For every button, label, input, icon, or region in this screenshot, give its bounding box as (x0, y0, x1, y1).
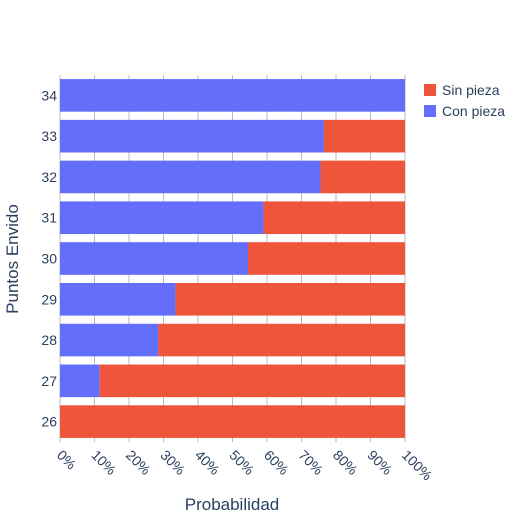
y-tick-label: 30 (41, 251, 57, 267)
x-tick-label: 90% (364, 447, 395, 478)
x-tick-label: 10% (88, 447, 119, 478)
y-tick-label: 32 (41, 169, 57, 185)
y-tick-labels: 26 27 28 29 30 31 32 33 34 (41, 87, 57, 429)
bar-segment (60, 242, 249, 275)
bar-segment (248, 242, 405, 275)
y-tick-label: 31 (41, 210, 57, 226)
x-axis-title: Probabilidad (185, 495, 280, 514)
x-tick-labels: 0% 10% 20% 30% 40% 50% 60% 70% 80% 90% 100% (54, 447, 436, 484)
y-tick-label: 26 (41, 414, 57, 430)
bar-segment (60, 405, 405, 438)
y-tick-label: 29 (41, 291, 57, 307)
bar-segment (263, 201, 405, 235)
legend-swatch (424, 105, 436, 117)
bar-segment (60, 364, 100, 398)
x-tick-label: 20% (123, 447, 154, 478)
bars (60, 79, 406, 438)
bar-segment (60, 79, 405, 112)
legend: Sin pieza Con pieza (424, 82, 505, 119)
y-tick-label: 33 (41, 128, 57, 144)
bar-segment (320, 160, 405, 194)
bar-segment (60, 119, 324, 153)
x-tick-label: 70% (295, 447, 326, 478)
bar-segment (158, 323, 405, 357)
bar-segment (60, 201, 264, 235)
x-tick-label: 60% (261, 447, 292, 478)
bar-segment (60, 282, 176, 316)
x-tick-label: 80% (330, 447, 361, 478)
bar-segment (60, 323, 159, 357)
bar-segment (99, 364, 406, 398)
y-tick-label: 28 (41, 332, 57, 348)
legend-swatch (424, 84, 436, 96)
bar-segment (323, 119, 405, 153)
x-tick-label: 30% (157, 447, 188, 478)
x-tick-label: 50% (226, 447, 257, 478)
legend-label: Sin pieza (442, 82, 500, 98)
bar-segment (175, 282, 405, 316)
y-tick-label: 27 (41, 373, 57, 389)
x-tick-label: 100% (399, 447, 436, 484)
x-tick-label: 0% (54, 447, 80, 473)
y-tick-label: 34 (41, 87, 57, 103)
legend-label: Con pieza (442, 103, 505, 119)
bar-segment (60, 160, 321, 194)
y-axis-title: Puntos Envido (3, 204, 22, 314)
x-tick-label: 40% (192, 447, 223, 478)
